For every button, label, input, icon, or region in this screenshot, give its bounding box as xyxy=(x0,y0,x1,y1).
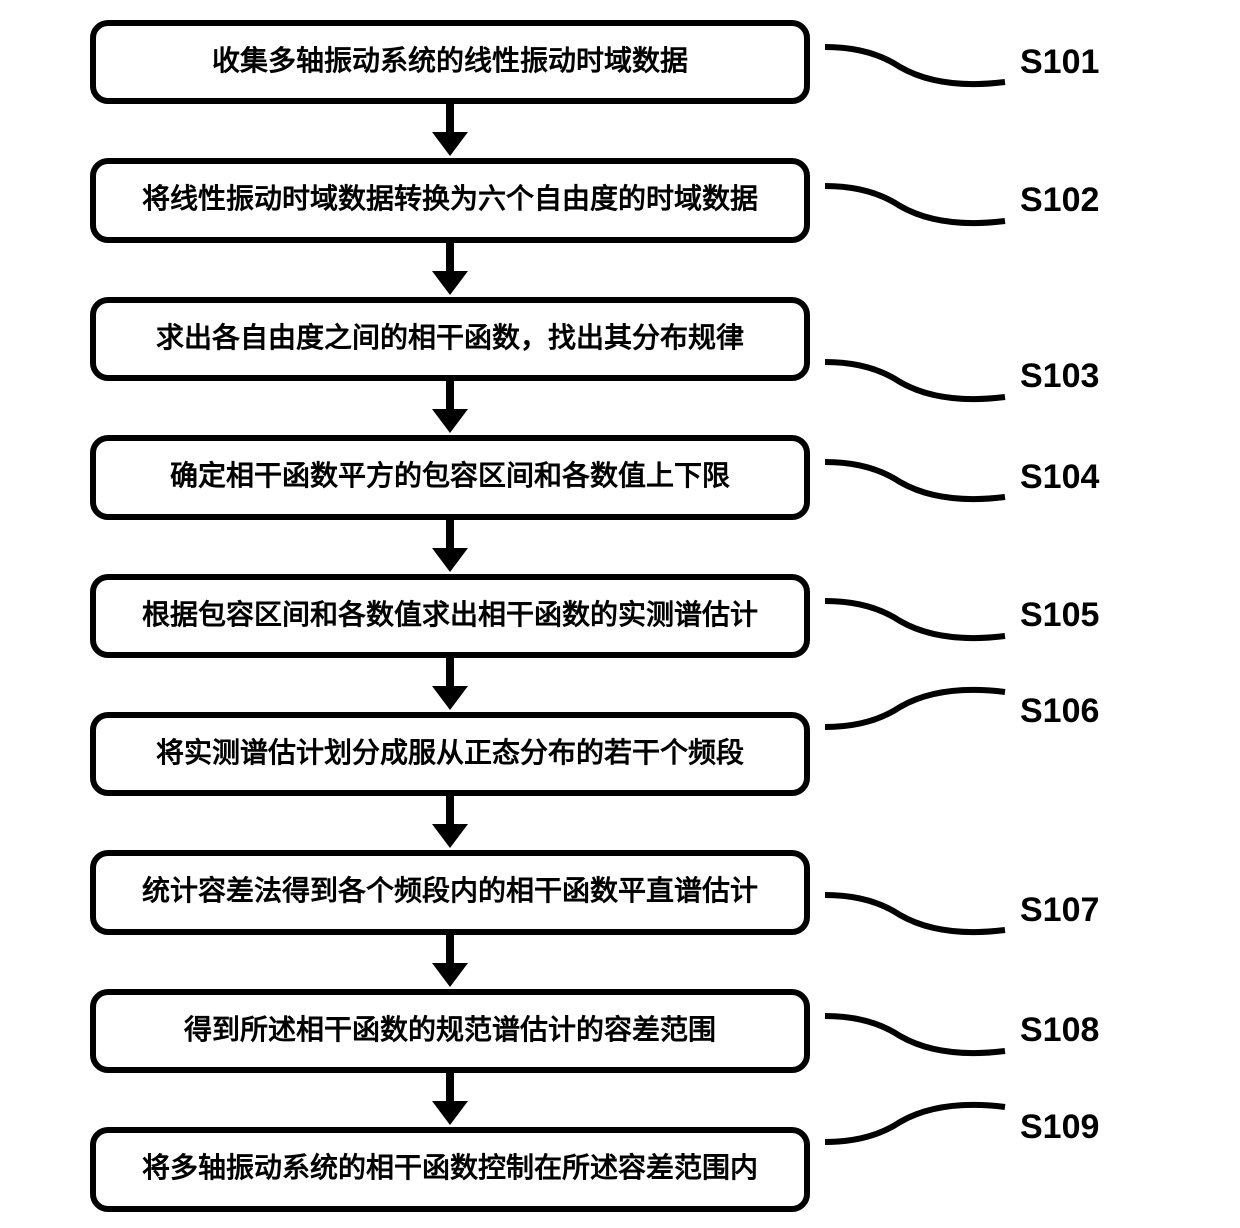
connector-curve-icon xyxy=(820,347,1010,407)
step-row: 确定相干函数平方的包容区间和各数值上下限 S104 xyxy=(90,435,810,519)
label-connector-7: S107 xyxy=(820,880,1099,940)
step-label-4: S104 xyxy=(1020,458,1099,497)
connector-curve-icon xyxy=(820,586,1010,646)
step-row: 统计容差法得到各个频段内的相干函数平直谱估计 S107 xyxy=(90,850,810,934)
step-box-1: 收集多轴振动系统的线性振动时域数据 xyxy=(90,20,810,104)
arrow-icon xyxy=(432,381,468,435)
connector-curve-icon xyxy=(820,447,1010,507)
step-box-5: 根据包容区间和各数值求出相干函数的实测谱估计 xyxy=(90,574,810,658)
step-row: 将线性振动时域数据转换为六个自由度的时域数据 S102 xyxy=(90,158,810,242)
arrow-icon xyxy=(432,796,468,850)
label-connector-3: S103 xyxy=(820,347,1099,407)
arrow-icon xyxy=(432,658,468,712)
label-connector-1: S101 xyxy=(820,32,1099,92)
label-connector-9: S109 xyxy=(820,1097,1099,1157)
step-box-8: 得到所述相干函数的规范谱估计的容差范围 xyxy=(90,989,810,1073)
step-box-9: 将多轴振动系统的相干函数控制在所述容差范围内 xyxy=(90,1127,810,1211)
step-box-2: 将线性振动时域数据转换为六个自由度的时域数据 xyxy=(90,158,810,242)
step-box-3: 求出各自由度之间的相干函数，找出其分布规律 xyxy=(90,297,810,381)
step-label-1: S101 xyxy=(1020,43,1099,82)
connector-curve-icon xyxy=(820,1001,1010,1061)
connector-curve-icon xyxy=(820,682,1010,742)
step-row: 求出各自由度之间的相干函数，找出其分布规律 S103 xyxy=(90,297,810,381)
step-row: 得到所述相干函数的规范谱估计的容差范围 S108 xyxy=(90,989,810,1073)
arrow-icon xyxy=(432,520,468,574)
step-label-2: S102 xyxy=(1020,181,1099,220)
connector-curve-icon xyxy=(820,880,1010,940)
label-connector-8: S108 xyxy=(820,1001,1099,1061)
step-row: 根据包容区间和各数值求出相干函数的实测谱估计 S105 xyxy=(90,574,810,658)
arrow-icon xyxy=(432,1073,468,1127)
step-row: 将实测谱估计划分成服从正态分布的若干个频段 S106 xyxy=(90,712,810,796)
step-label-8: S108 xyxy=(1020,1011,1099,1050)
step-box-4: 确定相干函数平方的包容区间和各数值上下限 xyxy=(90,435,810,519)
step-label-5: S105 xyxy=(1020,596,1099,635)
label-connector-4: S104 xyxy=(820,447,1099,507)
step-row: 将多轴振动系统的相干函数控制在所述容差范围内 S109 xyxy=(90,1127,810,1211)
connector-curve-icon xyxy=(820,171,1010,231)
label-connector-2: S102 xyxy=(820,171,1099,231)
connector-curve-icon xyxy=(820,32,1010,92)
step-label-6: S106 xyxy=(1020,692,1099,731)
step-box-6: 将实测谱估计划分成服从正态分布的若干个频段 xyxy=(90,712,810,796)
step-label-7: S107 xyxy=(1020,891,1099,930)
flowchart-container: 收集多轴振动系统的线性振动时域数据 S101 将线性振动时域数据转换为六个自由度… xyxy=(90,20,810,1228)
step-label-3: S103 xyxy=(1020,357,1099,396)
label-connector-6: S106 xyxy=(820,682,1099,742)
step-row: 收集多轴振动系统的线性振动时域数据 S101 xyxy=(90,20,810,104)
arrow-icon xyxy=(432,243,468,297)
arrow-icon xyxy=(432,104,468,158)
label-connector-5: S105 xyxy=(820,586,1099,646)
connector-curve-icon xyxy=(820,1097,1010,1157)
step-label-9: S109 xyxy=(1020,1108,1099,1147)
arrow-icon xyxy=(432,935,468,989)
step-box-7: 统计容差法得到各个频段内的相干函数平直谱估计 xyxy=(90,850,810,934)
